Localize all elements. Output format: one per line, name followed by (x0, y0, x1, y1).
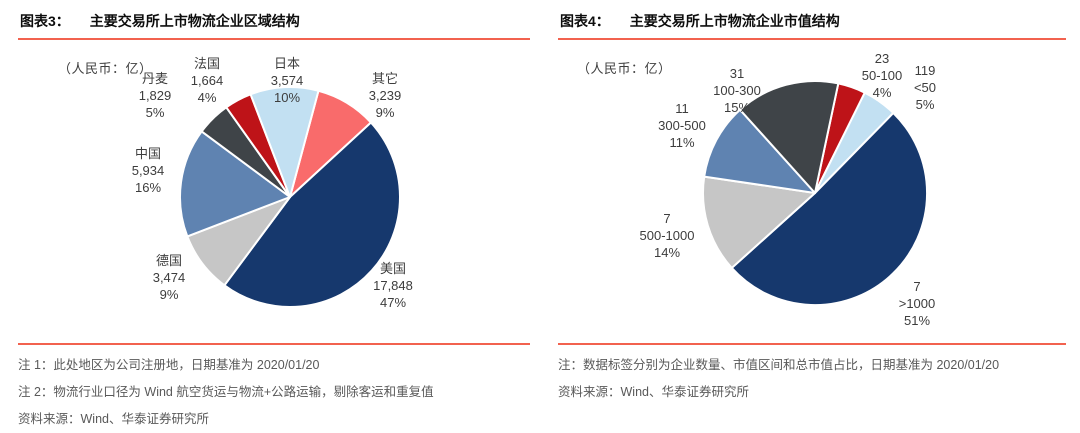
slice-count: 7 (663, 211, 671, 226)
slice-percent: 5% (915, 97, 935, 112)
figure-panel-region-structure: 图表3： 主要交易所上市物流企业区域结构 （人民币：亿） 法国 1,664 4%… (18, 8, 530, 426)
footnote-1: 注 1：此处地区为公司注册地，日期基准为 2020/01/20 (18, 358, 320, 372)
slice-label-300-500: 11 300-500 11% (640, 100, 724, 151)
slice-label-germany: 德国 3,474 9% (127, 252, 211, 303)
pie-slice (702, 175, 816, 269)
pie-slice (179, 130, 291, 238)
footnote-1: 注：数据标签分别为企业数量、市值区间和总市值占比，日期基准为 2020/01/2… (558, 358, 1000, 372)
slice-range: <50 (913, 80, 937, 95)
slice-label-500-1000: 7 500-1000 14% (625, 210, 709, 261)
slice-label-france: 法国 1,664 4% (165, 55, 249, 106)
pie-slice (703, 108, 816, 194)
slice-value: 3,474 (152, 270, 186, 285)
slice-percent: 51% (903, 313, 931, 328)
slice-label-japan: 日本 3,574 10% (245, 55, 329, 106)
slice-value: 1,829 (138, 88, 172, 103)
slice-percent: 11% (669, 135, 695, 150)
pie-slice (223, 121, 401, 308)
slice-count: 23 (874, 51, 890, 66)
panel-header: 图表4： 主要交易所上市物流企业市值结构 (558, 8, 1066, 40)
slice-percent: 47% (379, 295, 407, 310)
figure-title: 主要交易所上市物流企业市值结构 (629, 13, 840, 29)
slice-label-50-100: 23 50-100 4% (840, 50, 924, 101)
slice-label-china: 中国 5,934 16% (106, 145, 190, 196)
source-note: 资料来源：Wind、华泰证券研究所 (18, 412, 209, 426)
figure-title: 主要交易所上市物流企业区域结构 (89, 13, 300, 29)
slice-name: 日本 (273, 56, 300, 71)
slice-percent: 9% (159, 287, 179, 302)
slice-percent: 9% (375, 105, 395, 120)
slice-value: 3,239 (368, 88, 402, 103)
slice-percent: 15% (723, 100, 751, 115)
slice-name: 中国 (134, 146, 161, 161)
pie-slice (249, 86, 320, 198)
figure-number: 图表4： (560, 13, 610, 29)
footnotes: 注 1：此处地区为公司注册地，日期基准为 2020/01/20 注 2：物流行业… (18, 343, 530, 433)
slice-count: 31 (729, 66, 745, 81)
slice-label-denmark: 丹麦 1,829 5% (113, 70, 197, 121)
slice-label-below-50: 119 <50 5% (883, 62, 967, 113)
slice-range: 300-500 (658, 118, 706, 133)
slice-percent: 4% (197, 90, 217, 105)
pie-chart-marketcap (702, 80, 929, 307)
slice-value: 17,848 (373, 278, 413, 293)
slice-range: 100-300 (713, 83, 761, 98)
pie-chart-region (179, 86, 401, 308)
slice-percent: 10% (273, 90, 301, 105)
slice-name: 美国 (379, 261, 406, 276)
slice-count: 119 (914, 63, 936, 78)
slice-range: >1000 (898, 296, 936, 311)
figure-number: 图表3： (20, 13, 70, 29)
slice-label-other: 其它 3,239 9% (343, 70, 427, 121)
slice-name: 法国 (193, 56, 220, 71)
slice-percent: 5% (145, 105, 165, 120)
pie-slice (739, 80, 840, 194)
slice-label-100-300: 31 100-300 15% (695, 65, 779, 116)
slice-value: 1,664 (190, 73, 224, 88)
source-note: 资料来源：Wind、华泰证券研究所 (558, 385, 749, 399)
slice-value: 3,574 (270, 73, 304, 88)
slice-percent: 14% (653, 245, 681, 260)
slice-name: 丹麦 (141, 71, 168, 86)
unit-label: （人民币：亿） (577, 61, 672, 76)
slice-range: 500-1000 (639, 228, 695, 243)
panel-header: 图表3： 主要交易所上市物流企业区域结构 (18, 8, 530, 40)
slice-count: 11 (675, 101, 689, 116)
footnotes: 注：数据标签分别为企业数量、市值区间和总市值占比，日期基准为 2020/01/2… (558, 343, 1066, 406)
figure-panel-marketcap-structure: 图表4： 主要交易所上市物流企业市值结构 （人民币：亿） 31 100-300 … (558, 8, 1066, 422)
slice-name: 德国 (155, 253, 182, 268)
slice-percent: 4% (872, 85, 892, 100)
slice-label-usa: 美国 17,848 47% (351, 260, 435, 311)
unit-label: （人民币：亿） (58, 61, 153, 76)
slice-range: 50-100 (861, 68, 903, 83)
slice-label-above-1000: 7 >1000 51% (875, 278, 959, 329)
slice-value: 5,934 (131, 163, 165, 178)
footnote-2: 注 2：物流行业口径为 Wind 航空货运与物流+公路运输，剔除客运和重复值 (18, 385, 434, 399)
pie-slice (730, 111, 929, 307)
slice-percent: 16% (134, 180, 162, 195)
slice-count: 7 (913, 279, 921, 294)
slice-name: 其它 (371, 71, 398, 86)
